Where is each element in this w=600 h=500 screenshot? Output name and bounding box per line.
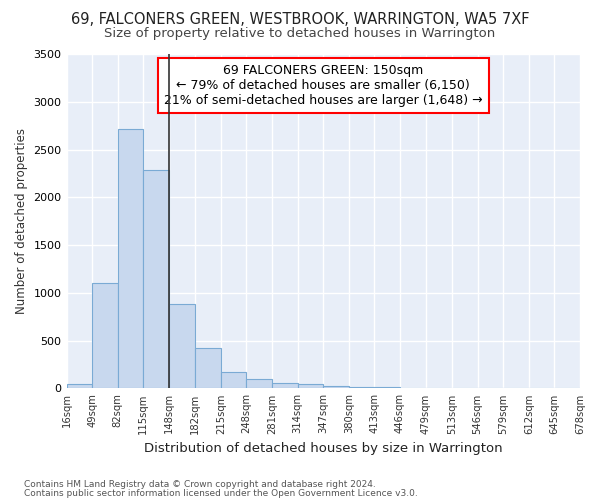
Y-axis label: Number of detached properties: Number of detached properties: [15, 128, 28, 314]
Bar: [118, 128, 143, 388]
Bar: [323, 386, 349, 388]
Text: Size of property relative to detached houses in Warrington: Size of property relative to detached ho…: [104, 28, 496, 40]
Bar: [169, 304, 194, 388]
Bar: [272, 383, 298, 388]
Text: 69, FALCONERS GREEN, WESTBROOK, WARRINGTON, WA5 7XF: 69, FALCONERS GREEN, WESTBROOK, WARRINGT…: [71, 12, 529, 28]
Text: 69 FALCONERS GREEN: 150sqm
← 79% of detached houses are smaller (6,150)
21% of s: 69 FALCONERS GREEN: 150sqm ← 79% of deta…: [164, 64, 482, 107]
Bar: [67, 384, 92, 388]
Bar: [143, 170, 169, 388]
Bar: [92, 284, 118, 389]
Bar: [195, 348, 221, 389]
Bar: [247, 380, 272, 388]
Text: Contains public sector information licensed under the Open Government Licence v3: Contains public sector information licen…: [24, 488, 418, 498]
Bar: [221, 372, 247, 388]
Bar: [298, 384, 323, 388]
Text: Contains HM Land Registry data © Crown copyright and database right 2024.: Contains HM Land Registry data © Crown c…: [24, 480, 376, 489]
X-axis label: Distribution of detached houses by size in Warrington: Distribution of detached houses by size …: [144, 442, 503, 455]
Bar: [349, 386, 374, 388]
